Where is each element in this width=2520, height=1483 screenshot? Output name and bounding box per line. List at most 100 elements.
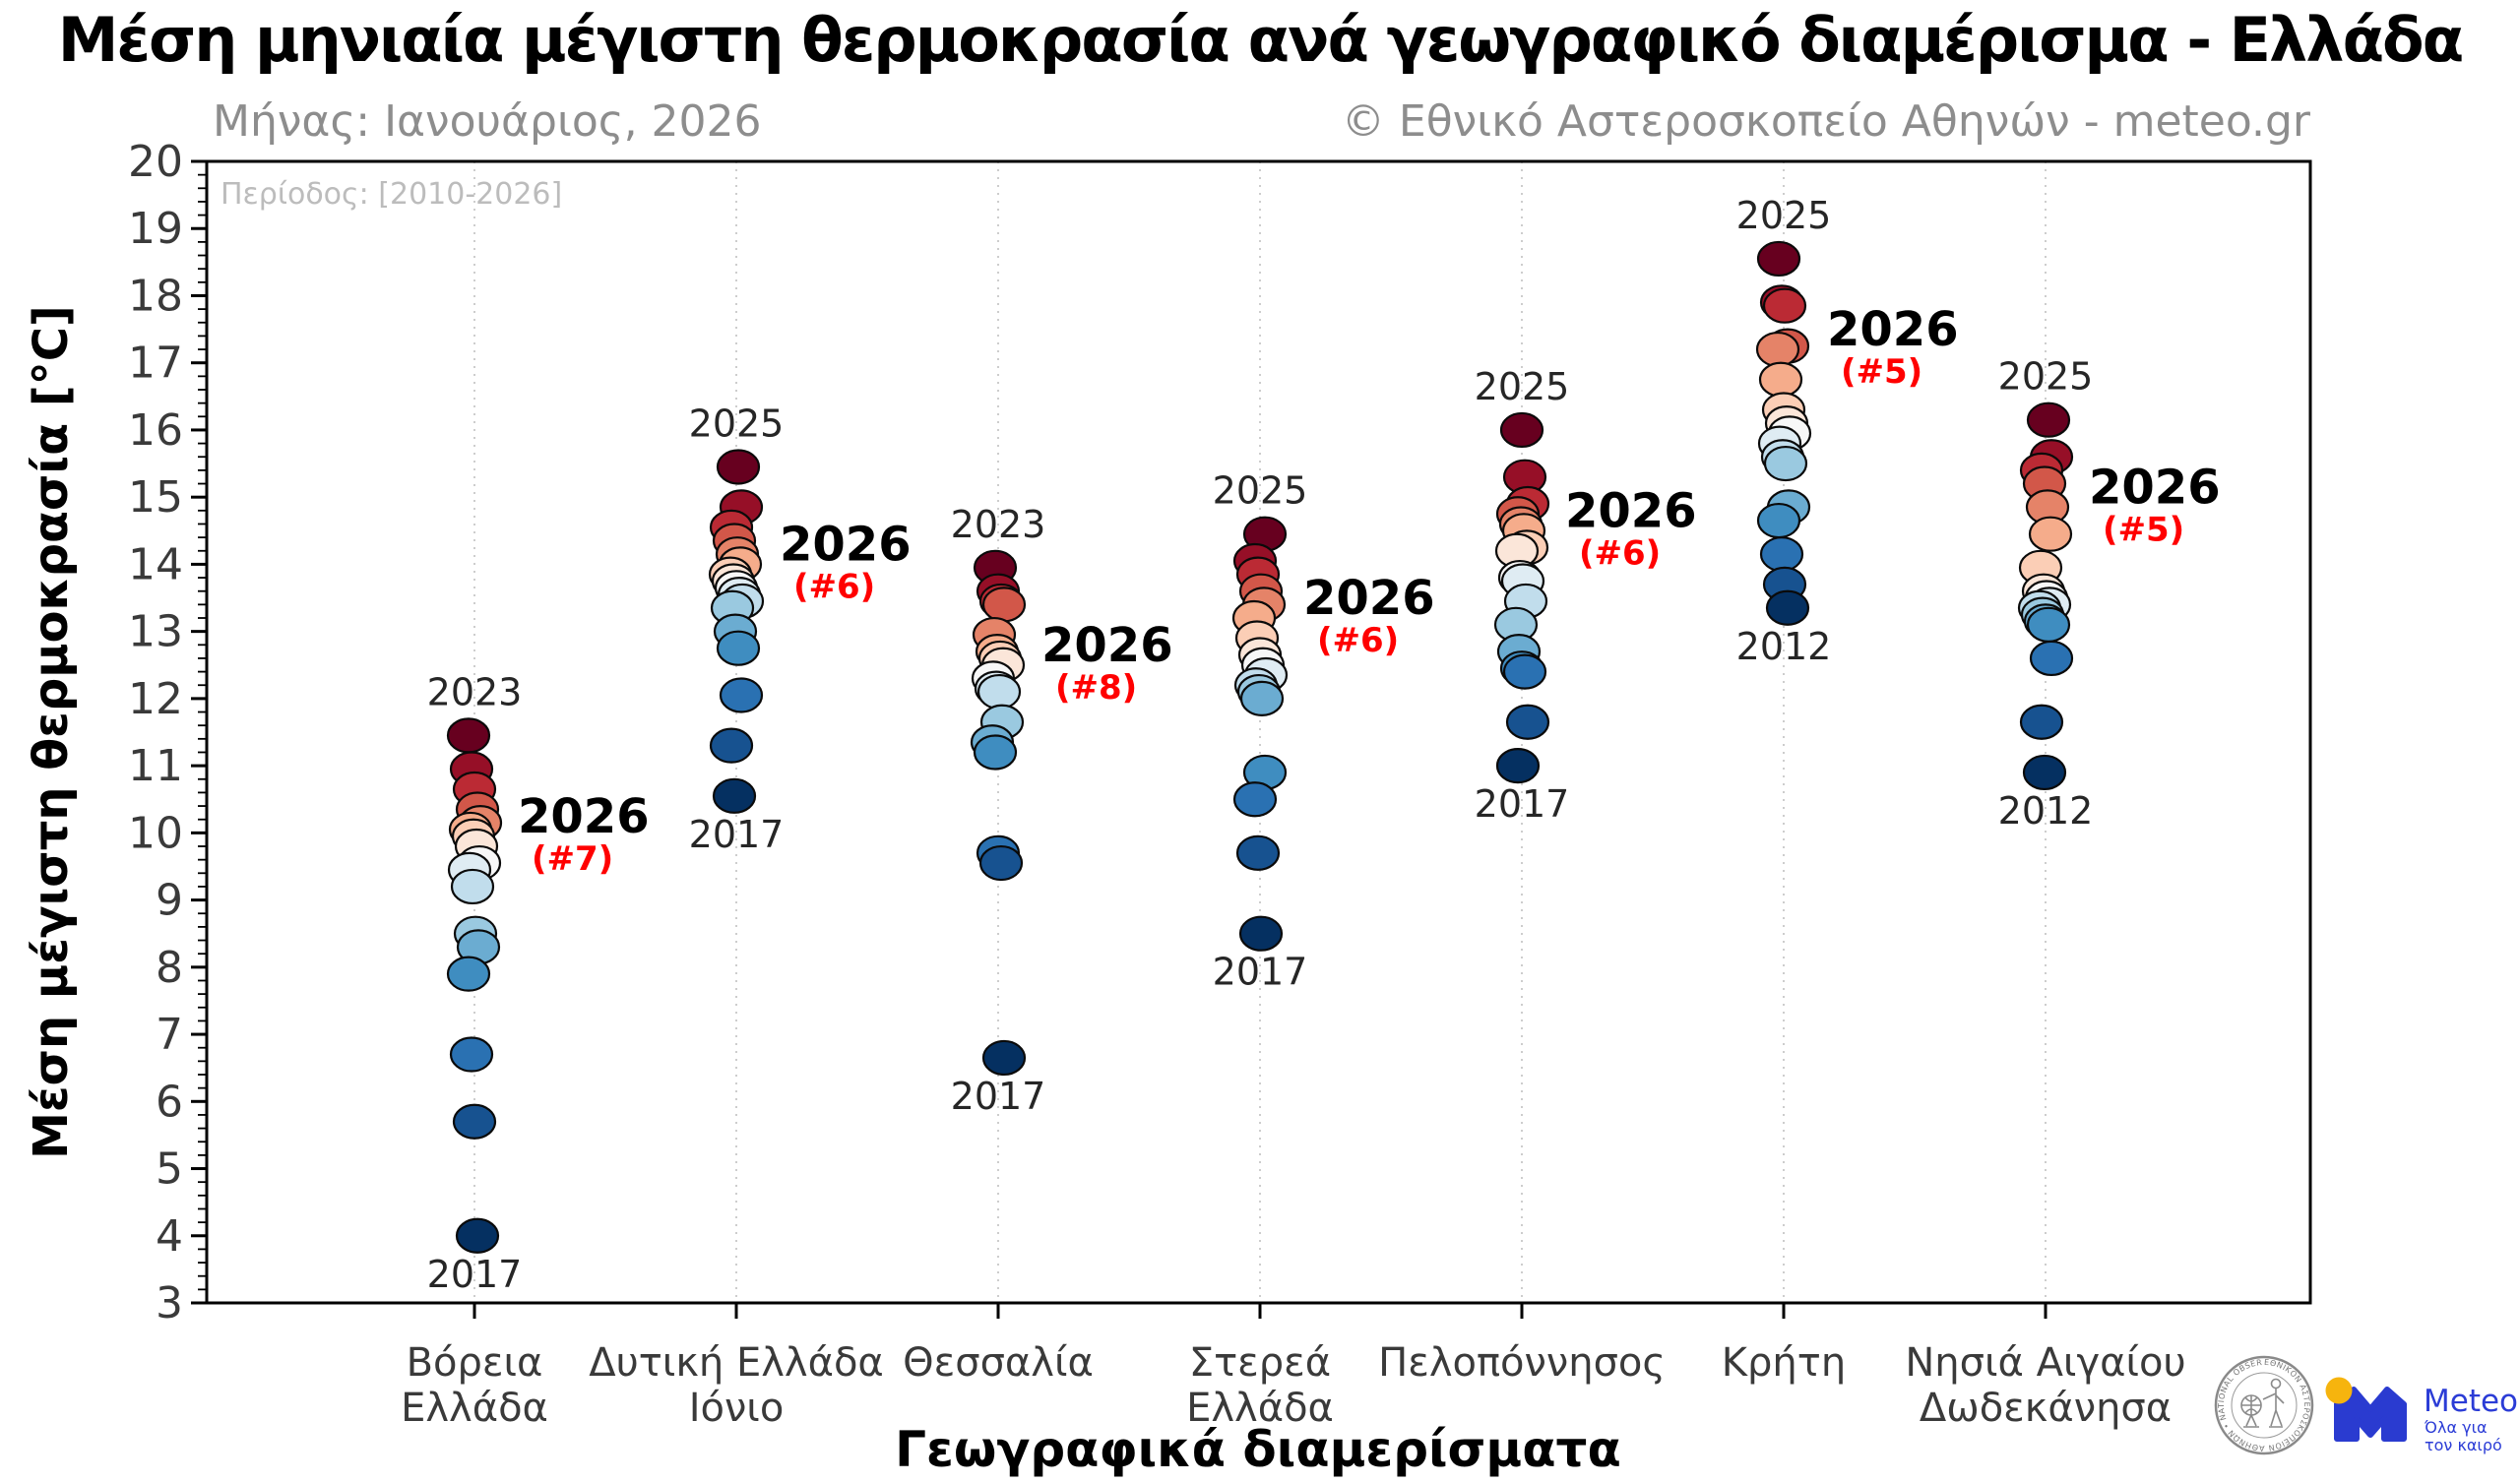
dot-region6-rank5 xyxy=(1755,331,1800,368)
dot-region1-rank11 xyxy=(450,868,495,905)
dot-region4-rank17 xyxy=(1238,915,1284,952)
dot-region1-rank16 xyxy=(452,1103,497,1140)
chart-title: Μέση μηνιαία μέγιστη θερμοκρασία ανά γεω… xyxy=(57,4,2465,76)
y-tick-label: 18 xyxy=(128,271,183,321)
meteo-wordmark: Meteo xyxy=(2424,1384,2518,1419)
y-tick-label: 4 xyxy=(156,1211,183,1262)
axes-layer: 20191817161514131211109876543ΒόρειαΕλλάδ… xyxy=(128,137,2312,1431)
rank-2026-label: (#6) xyxy=(793,567,875,606)
y-axis-title: Μέση μέγιστη θερμοκρασία [°C] xyxy=(24,305,79,1159)
dot-region5-rank17 xyxy=(1495,748,1541,784)
dot-stack-1 xyxy=(446,717,503,1254)
y-tick-label: 14 xyxy=(128,539,183,589)
y-tick-label: 5 xyxy=(156,1144,183,1195)
y-tick-label: 15 xyxy=(128,472,183,523)
dot-stack-3 xyxy=(970,549,1027,1077)
max-year-label: 2025 xyxy=(1998,355,2094,399)
year-2026-label: 2026 xyxy=(518,789,650,844)
year-2026-label: 2026 xyxy=(1041,618,1173,673)
dot-region1-rank14 xyxy=(446,956,491,992)
x-category-label: Βόρεια xyxy=(407,1340,543,1386)
rank-2026-label: (#6) xyxy=(1579,533,1661,573)
y-tick-label: 20 xyxy=(128,137,183,187)
min-year-label: 2012 xyxy=(1998,789,2094,833)
x-category-label: Ελλάδα xyxy=(1186,1386,1334,1431)
year-2026-label: 2026 xyxy=(2089,460,2221,515)
x-category-label: Κρήτη xyxy=(1722,1340,1846,1386)
y-tick-label: 17 xyxy=(128,339,183,389)
meteo-logo: Meteo Όλα για τον καιρό xyxy=(2325,1377,2518,1454)
dot-region2-rank16 xyxy=(709,727,754,764)
dot-region3-rank17 xyxy=(981,1039,1027,1077)
min-year-label: 2017 xyxy=(427,1253,523,1296)
y-tick-label: 6 xyxy=(156,1077,183,1127)
dot-region6-rank14 xyxy=(1756,502,1801,539)
min-year-label: 2017 xyxy=(1475,782,1570,826)
rank-2026-label: (#7) xyxy=(532,839,613,879)
min-year-label: 2012 xyxy=(1736,625,1832,668)
min-year-label: 2017 xyxy=(951,1075,1046,1118)
dot-region6-rank17 xyxy=(1765,589,1810,626)
dot-region3-rank14 xyxy=(973,734,1018,771)
year-2026-label: 2026 xyxy=(780,517,912,572)
dot-stack-4 xyxy=(1231,516,1289,952)
y-tick-label: 9 xyxy=(156,876,183,926)
dot-region2-rank15 xyxy=(719,677,764,713)
dot-region7-rank16 xyxy=(2019,704,2064,740)
rank-2026-label: (#8) xyxy=(1055,668,1137,708)
x-category-label: Ελλάδα xyxy=(401,1386,548,1431)
dot-region2-rank1 xyxy=(716,449,761,485)
x-category-label: Δυτική Ελλάδα xyxy=(589,1340,884,1386)
dot-region5-rank1 xyxy=(1499,411,1544,449)
y-tick-label: 16 xyxy=(128,405,183,456)
dot-region2-rank17 xyxy=(712,777,757,814)
x-category-label: Πελοπόννησος xyxy=(1378,1340,1666,1386)
y-tick-label: 19 xyxy=(128,204,183,254)
seal-ring-text: ΕΘΝΙΚΟΝ ΑΣΤΕΡΟΣΚΟΠΕΙΟΝ ΑΘΗΝΩΝ • NATIONAL… xyxy=(0,0,2311,1452)
y-tick-label: 12 xyxy=(128,674,183,724)
observatory-seal-icon: ΕΘΝΙΚΟΝ ΑΣΤΕΡΟΣΚΟΠΕΙΟΝ ΑΘΗΝΩΝ • NATIONAL… xyxy=(0,0,2314,1455)
dots-layer xyxy=(446,240,2074,1254)
min-year-label: 2017 xyxy=(689,813,785,856)
dot-region4-rank16 xyxy=(1235,834,1281,871)
max-year-label: 2025 xyxy=(1736,194,1832,237)
max-year-label: 2023 xyxy=(427,670,523,713)
meteo-tagline-1: Όλα για xyxy=(2424,1418,2488,1437)
seal-center-art xyxy=(2240,1378,2285,1428)
dot-region1-rank17 xyxy=(455,1217,500,1254)
x-category-label: Νησιά Αιγαίου xyxy=(1905,1340,2185,1386)
period-note: Περίοδος: [2010-2026] xyxy=(220,177,563,212)
x-category-label: Δωδεκάνησα xyxy=(1920,1386,2172,1431)
dot-region7-rank14 xyxy=(2026,606,2071,643)
y-tick-label: 11 xyxy=(128,741,183,791)
dot-region7-rank6 xyxy=(2028,516,2073,552)
dot-region6-rank3 xyxy=(1762,287,1807,324)
dot-region4-rank13 xyxy=(1239,680,1285,716)
gridlines-layer xyxy=(473,161,2047,1303)
dot-stack-6 xyxy=(1755,240,1812,626)
dot-region6-rank1 xyxy=(1756,240,1801,278)
max-year-label: 2025 xyxy=(1213,469,1308,513)
plot-border xyxy=(205,159,2312,1305)
dot-region6-rank12 xyxy=(1763,445,1808,482)
max-year-label: 2023 xyxy=(951,503,1046,546)
x-category-label: Ιόνιο xyxy=(689,1386,785,1431)
min-year-label: 2017 xyxy=(1213,951,1308,994)
dot-region6-rank6 xyxy=(1758,361,1803,398)
max-year-label: 2025 xyxy=(1475,365,1570,408)
meteo-tagline-2: τον καιρό xyxy=(2425,1436,2502,1454)
year-2026-label: 2026 xyxy=(1827,302,1959,357)
dot-stack-2 xyxy=(708,449,765,814)
annotations-layer: 202320172026(#7)202520172026(#6)20232017… xyxy=(427,194,2221,1296)
dot-region3-rank11 xyxy=(976,673,1022,711)
dot-region4-rank15 xyxy=(1232,781,1278,818)
y-tick-label: 10 xyxy=(128,808,183,858)
y-tick-label: 3 xyxy=(156,1278,183,1329)
dot-region6-rank15 xyxy=(1759,536,1804,573)
subtitle-copyright: © Εθνικό Αστεροσκοπείο Αθηνών - meteo.gr xyxy=(1341,96,2310,147)
dot-region2-rank14 xyxy=(716,630,761,666)
dot-region1-rank15 xyxy=(449,1036,494,1073)
dot-region5-rank16 xyxy=(1505,704,1550,740)
x-category-label: Στερεά xyxy=(1189,1340,1331,1386)
